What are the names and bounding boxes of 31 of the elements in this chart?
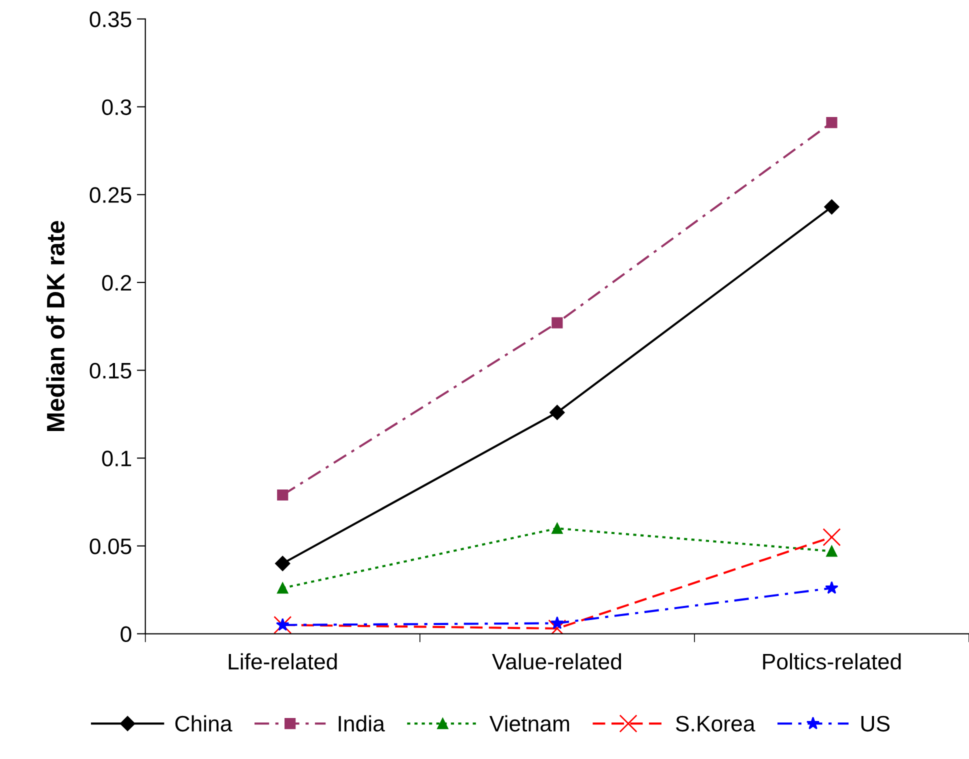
legend-label: Vietnam [489,715,570,732]
point [277,582,288,594]
point [274,616,292,634]
y-axis-title: Median of DK rate [46,220,65,431]
point [826,546,838,557]
point [277,489,288,501]
x-tick-label: Life-related [228,653,337,670]
y-tick-label: 0.25 [90,187,132,203]
legend-label: China [175,715,232,732]
y-tick-label: 0 [120,626,132,642]
point [826,117,838,128]
point [552,522,563,534]
point [552,317,563,328]
legend-label: S.Korea [676,716,756,732]
point [550,404,565,420]
y-tick-label: 0.2 [102,274,132,291]
point [550,616,564,629]
y-tick-label: 0.15 [90,362,132,379]
y-tick-label: 0.1 [102,450,132,466]
point [275,556,290,572]
point [825,581,838,594]
point [822,528,841,546]
y-tick-label: 0.35 [90,12,132,28]
legend-label: US [861,716,890,732]
y-tick-label: 0.05 [90,538,132,554]
x-tick-label: Poltics-related [763,653,901,670]
point [276,618,290,631]
point [824,199,840,214]
x-tick-label: Value-related [492,653,622,670]
y-tick-label: 0.3 [102,99,132,116]
legend-label: India [338,715,385,732]
